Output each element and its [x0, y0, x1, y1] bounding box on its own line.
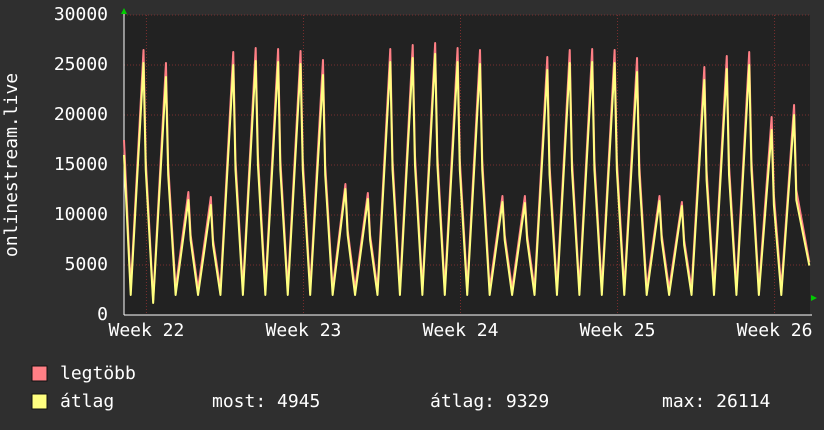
- stat: max: 26114: [662, 391, 770, 412]
- y-tick-label: 20000: [54, 104, 108, 125]
- x-tick-label: Week 26: [737, 320, 813, 341]
- x-tick-label: Week 22: [109, 320, 185, 341]
- legend-swatch: [31, 393, 48, 410]
- y-tick-label: 5000: [65, 254, 108, 275]
- y-tick-label: 25000: [54, 54, 108, 75]
- x-tick-label: Week 25: [580, 320, 656, 341]
- legend-label: átlag: [60, 391, 114, 412]
- stat: átlag: 9329: [430, 391, 549, 412]
- y-tick-label: 10000: [54, 204, 108, 225]
- axis-arrow: [811, 295, 817, 301]
- y-tick-label: 30000: [54, 4, 108, 25]
- y-axis-label: onlinestream.live: [1, 73, 22, 257]
- x-tick-label: Week 24: [423, 320, 499, 341]
- y-tick-label: 15000: [54, 154, 108, 175]
- y-tick-label: 0: [97, 304, 108, 325]
- x-tick-label: Week 23: [266, 320, 342, 341]
- series-line: [123, 52, 811, 304]
- legend-swatch: [31, 365, 48, 382]
- stat: most: 4945: [212, 391, 320, 412]
- legend-label: legtöbb: [60, 363, 136, 384]
- axis-arrow: [121, 8, 127, 14]
